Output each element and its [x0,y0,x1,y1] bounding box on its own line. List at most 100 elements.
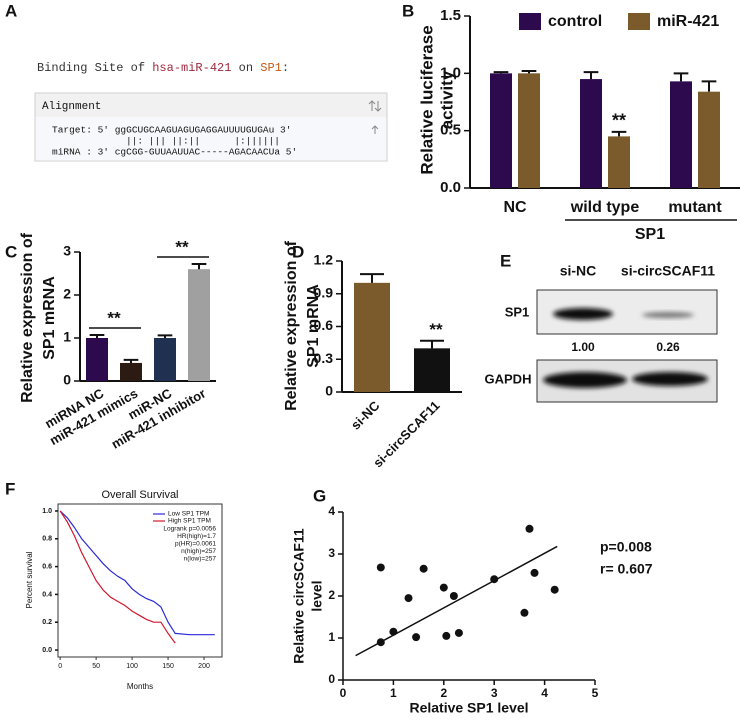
point [376,563,385,572]
pairing: ||: ||| ||:|| |:|||||| [126,136,280,147]
x-tick-label: 1 [390,686,397,700]
x-tick-label: 50 [92,663,100,670]
x-tick-label: 150 [162,663,174,670]
bar [188,269,210,381]
point [520,608,529,617]
heading-text: : [282,61,289,75]
y-tick-label: 0 [63,372,71,388]
y-tick-label: 0 [325,383,333,399]
survival-curve [59,510,215,636]
y-tick-label: 0.9 [314,284,334,300]
y-axis-title: Percent survival [25,551,34,608]
stat-text: p=0.008 [600,539,652,555]
stat-text: n(low)=257 [184,556,217,563]
legend-label: High SP1 TPM [168,518,211,525]
y-tick-label: 3 [63,243,71,259]
bar [518,73,540,188]
y-axis-title: Relative expression of [283,240,300,411]
legend-label: miR-421 [657,13,719,30]
error-bar [611,130,627,137]
point [449,592,458,600]
y-axis-title: level [309,580,325,611]
y-tick-label: 0.0 [440,179,461,196]
heading-text: on [231,61,260,75]
regression-line [355,545,558,657]
significance: ** [612,111,626,131]
error-bar [360,273,384,283]
x-tick-label: NC [503,199,527,216]
error-bar [420,339,444,349]
legend-label: Low SP1 TPM [168,511,209,518]
x-axis-title: Months [127,682,153,691]
bar [86,338,108,381]
panel-letter: F [5,479,15,498]
x-axis-title: Relative SP1 level [409,700,528,716]
alignment-row [35,118,387,160]
point [419,564,428,573]
lane-label: si-NC [560,263,597,279]
significance: ** [107,308,121,327]
blot-membrane [536,289,718,335]
heading-gene: SP1 [260,61,282,75]
bar [608,136,630,188]
panel-letter: E [500,251,511,270]
x-tick-label: 4 [541,686,548,700]
error-bar [191,263,207,270]
x-tick-label: 100 [126,663,138,670]
y-axis-title: SP1 mRNA [41,276,58,360]
y-tick-label: 0.6 [314,317,334,333]
alignment-header [35,93,387,118]
error-bar [493,71,509,74]
significance: ** [175,238,189,257]
bar [120,362,142,381]
blot-band [553,308,613,320]
mirna-seq: miRNA : 3' cgCGG-GUUAAUUAC-----AGACAACUa… [52,147,297,158]
chart-title: Overall Survival [101,489,178,501]
sort-icon[interactable] [368,100,382,112]
stat-text: p(HR)=0.0061 [175,541,216,548]
y-tick-label: 0.0 [42,647,52,654]
x-tick-label: 0 [340,686,347,700]
survival-curve [59,510,176,644]
panel-letter: G [313,486,326,505]
y-tick-label: 2 [63,286,71,302]
panel-letter: C [5,242,17,261]
group-label: SP1 [635,226,665,243]
y-axis-title: SP1 mRNA [305,284,322,368]
stat-text: n(high)=257 [181,548,216,555]
target-seq: Target: 5' ggGCUGCAAGUAGUGAGGAUUUUGUGAu … [52,125,291,136]
stat-text: Logrank p=0.0056 [163,526,216,533]
point [454,628,463,637]
x-tick-label: 200 [198,663,210,670]
y-tick-label: 2 [328,588,335,602]
bar [414,348,450,392]
x-tick-label: si-NC [348,398,383,433]
blot-band [632,372,708,386]
quantification: 0.26 [656,340,680,354]
error-bar [123,358,139,363]
stat-text: HR(high)=1.7 [177,533,216,540]
y-axis-title: Relative expression of [19,232,36,403]
y-tick-label: 1.0 [440,64,461,81]
point [412,633,421,642]
panel-letter: D [292,242,304,261]
row-label: GAPDH [485,371,532,386]
blot-band [543,372,627,388]
up-icon[interactable] [371,125,379,134]
bar [670,81,692,188]
y-tick-label: 1.2 [314,252,334,268]
bar [154,338,176,381]
y-tick-label: 0.4 [42,591,52,598]
bar [698,91,720,188]
y-tick-label: 0.5 [440,122,461,139]
stat-text: r= 0.607 [600,561,653,577]
bar [354,282,390,392]
point [404,594,413,603]
panel-letter: A [5,1,17,20]
error-bar [583,71,599,80]
significance: ** [429,320,443,339]
error-bar [89,333,105,338]
legend-swatch [519,13,541,30]
point [530,568,539,577]
